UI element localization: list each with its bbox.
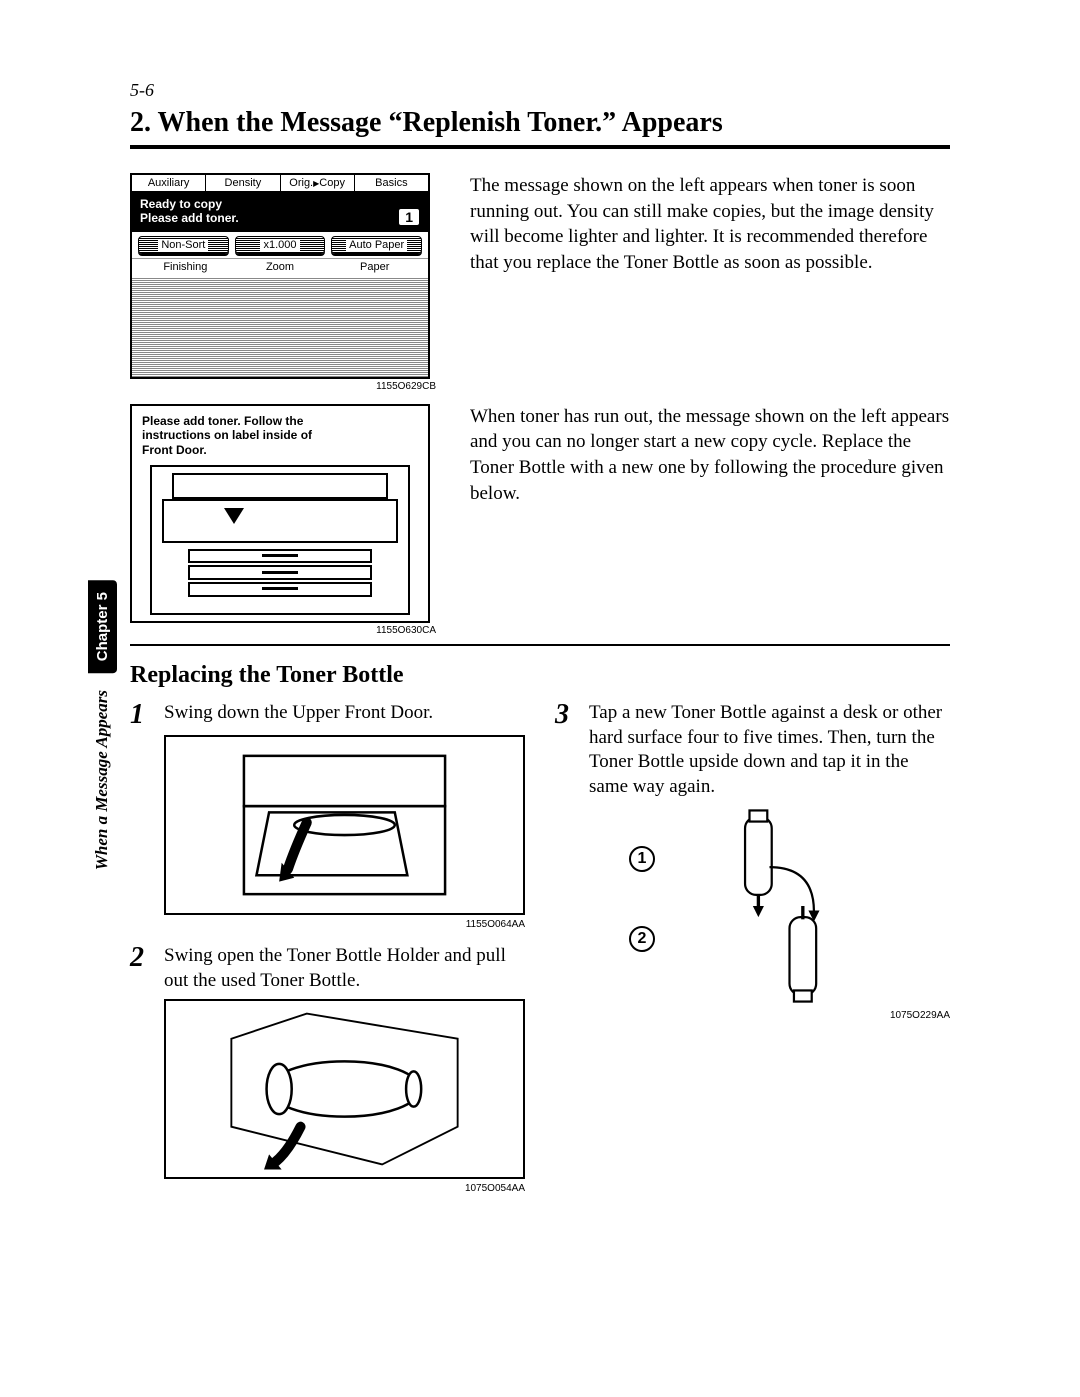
step-text: Swing down the Upper Front Door.	[164, 701, 525, 729]
figure-id: 1155O630CA	[130, 623, 440, 638]
section-number: 2.	[130, 107, 151, 138]
section-title-text: When the Message “Replenish Toner.” Appe…	[158, 107, 723, 138]
section-rule	[130, 145, 950, 149]
body-paragraph: When toner has run out, the message show…	[470, 404, 950, 507]
lcd-caption: Finishing	[138, 261, 233, 273]
callout-number: 1	[629, 846, 655, 872]
lcd-soft-button-label: x1.000	[260, 239, 299, 251]
subsection-title: Replacing the Toner Bottle	[130, 662, 950, 689]
lcd-screenshot-2: Please add toner. Follow the instruction…	[130, 404, 430, 623]
lcd-caption: Paper	[327, 261, 422, 273]
callout-number: 2	[629, 926, 655, 952]
lcd-message-line: Front Door.	[142, 443, 418, 457]
lcd-status-line: Please add toner.	[140, 211, 239, 225]
lcd-tab: Orig. Copy	[281, 175, 355, 191]
lcd-tab: Basics	[355, 175, 428, 191]
lcd-status-line: Ready to copy	[140, 197, 239, 211]
lcd-caption: Zoom	[233, 261, 328, 273]
lcd-soft-button: x1.000	[235, 236, 326, 254]
body-paragraph: The message shown on the left appears wh…	[470, 173, 950, 276]
lcd-message-line: instructions on label inside of	[142, 428, 418, 442]
figure-id: 1075O229AA	[589, 1010, 950, 1021]
lcd-tab: Density	[206, 175, 280, 191]
step-figure-2	[164, 999, 525, 1179]
lcd-status-bar: Ready to copy Please add toner. 1	[132, 193, 428, 232]
lcd-tab-label: Copy	[319, 177, 345, 189]
running-head-side: When a Message Appears	[92, 690, 112, 870]
section-title: 2. When the Message “Replenish Toner.” A…	[130, 107, 950, 139]
lcd-tab-label: Orig.	[289, 177, 313, 189]
figure-id: 1155O064AA	[164, 919, 525, 930]
figure-id: 1075O054AA	[164, 1183, 525, 1194]
step-figure-1	[164, 735, 525, 915]
step-figure-3: 1 2	[589, 806, 950, 1006]
lcd-soft-button: Auto Paper	[331, 236, 422, 254]
step-number: 2	[130, 944, 154, 993]
lcd-tab: Auxiliary	[132, 175, 206, 191]
lcd-copy-count: 1	[398, 208, 420, 226]
figure-id: 1155O629CB	[130, 379, 440, 394]
page-number: 5-6	[130, 80, 950, 101]
subsection-rule	[130, 644, 950, 646]
lcd-soft-button: Non-Sort	[138, 236, 229, 254]
lcd-screenshot-1: Auxiliary Density Orig. Copy Basics Ready…	[130, 173, 430, 379]
lcd-background-fill	[132, 277, 428, 377]
page-content: 5-6 2. When the Message “Replenish Toner…	[130, 80, 950, 1208]
lcd-message-line: Please add toner. Follow the	[142, 414, 418, 428]
lcd-soft-button-label: Non-Sort	[158, 239, 208, 251]
step-text: Tap a new Toner Bottle against a desk or…	[589, 701, 950, 800]
step-number: 3	[555, 701, 579, 800]
step-text: Swing open the Toner Bottle Holder and p…	[164, 944, 525, 993]
step-number: 1	[130, 701, 154, 729]
printer-illustration	[150, 465, 410, 615]
lcd-soft-button-label: Auto Paper	[346, 239, 407, 251]
arrow-down-icon	[224, 508, 244, 524]
chapter-tab: Chapter 5	[88, 580, 117, 673]
